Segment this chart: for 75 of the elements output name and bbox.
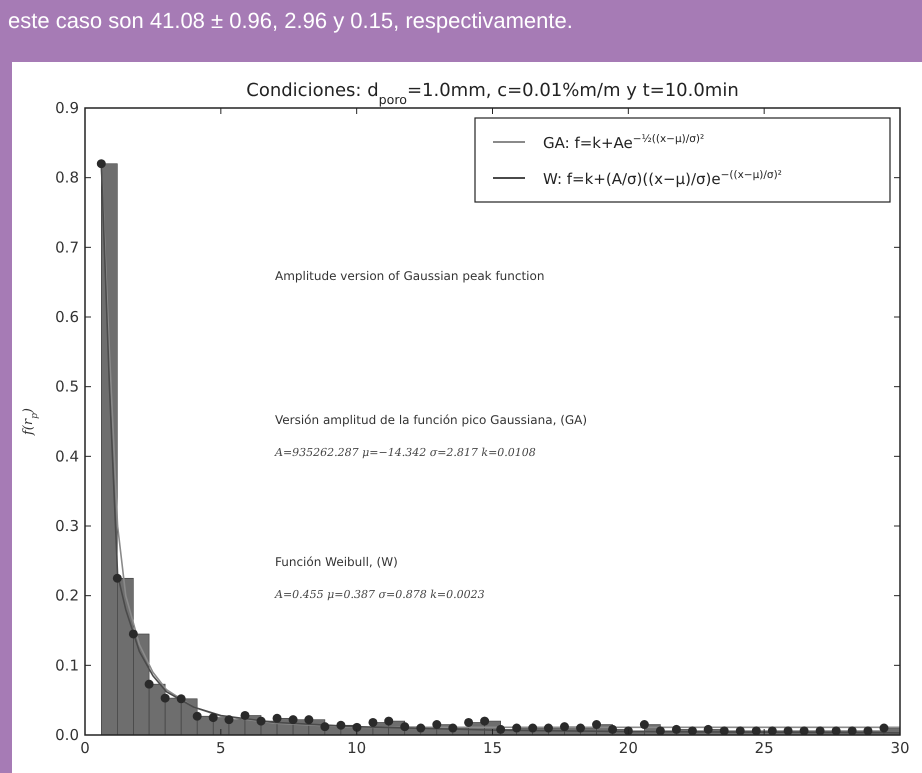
point bbox=[96, 159, 106, 168]
point bbox=[496, 724, 506, 734]
y-tick-label: 0.6 bbox=[55, 308, 79, 326]
point bbox=[816, 726, 825, 736]
point bbox=[256, 716, 266, 726]
point bbox=[512, 724, 522, 733]
point bbox=[592, 720, 602, 730]
point bbox=[720, 726, 729, 736]
x-tick-label: 30 bbox=[890, 739, 910, 757]
point bbox=[832, 726, 841, 736]
y-tick-label: 0.1 bbox=[55, 656, 79, 674]
point bbox=[224, 715, 234, 724]
annotation: Amplitude version of Gaussian peak function bbox=[275, 269, 544, 283]
point bbox=[879, 724, 888, 733]
point bbox=[240, 710, 250, 720]
point bbox=[448, 724, 458, 733]
point bbox=[144, 680, 154, 689]
chart-title: Condiciones: d$_{poro}$=1.0mm, c=0.01%m/m y t=10.0min bbox=[246, 80, 739, 106]
x-tick-label: 5 bbox=[216, 739, 226, 757]
point bbox=[800, 726, 809, 736]
annotation: Versión amplitud de la función pico Gaussiana, (GA) bbox=[275, 413, 588, 427]
y-tick-label: 0.8 bbox=[55, 168, 79, 187]
x-tick-label: 15 bbox=[482, 739, 502, 757]
point bbox=[384, 716, 394, 726]
point bbox=[288, 715, 298, 724]
point bbox=[336, 720, 346, 730]
point bbox=[128, 629, 138, 638]
x-tick-label: 0 bbox=[80, 739, 90, 757]
legend-label: W: f=k+(A/σ)((x−μ)/σ)e$^{−((x−μ)/σ)²}$ bbox=[543, 169, 782, 188]
legend-label: GA: f=k+Ae$^{−½((x−μ)/σ)²}$ bbox=[543, 133, 704, 152]
x-tick-label: 10 bbox=[347, 739, 366, 757]
point bbox=[176, 694, 186, 704]
point bbox=[768, 726, 777, 736]
point bbox=[112, 574, 122, 583]
point bbox=[432, 720, 442, 730]
point bbox=[576, 724, 586, 733]
annotation: Función Weibull, (W) bbox=[275, 555, 398, 569]
y-tick-label: 0.3 bbox=[55, 517, 79, 535]
point bbox=[272, 714, 282, 723]
x-tick-label: 25 bbox=[754, 739, 774, 757]
point bbox=[320, 722, 330, 732]
point bbox=[784, 726, 793, 736]
point bbox=[160, 694, 170, 703]
text: este caso son 41.08 ± 0.96, 2.96 y 0.15, respectivamente. bbox=[8, 8, 573, 33]
point bbox=[480, 716, 490, 726]
point bbox=[640, 720, 649, 730]
point bbox=[704, 724, 713, 734]
y-tick-label: 0.2 bbox=[55, 586, 79, 605]
point bbox=[736, 726, 745, 736]
point bbox=[368, 718, 378, 727]
point bbox=[544, 724, 553, 733]
point bbox=[208, 713, 218, 722]
point bbox=[352, 722, 362, 732]
point bbox=[400, 722, 410, 732]
y-tick-label: 0.5 bbox=[55, 378, 79, 396]
point bbox=[528, 724, 538, 733]
point bbox=[672, 724, 681, 734]
point bbox=[304, 715, 314, 724]
point bbox=[688, 726, 697, 736]
point bbox=[848, 726, 857, 736]
x-tick-label: 20 bbox=[618, 739, 638, 757]
y-tick-label: 0.7 bbox=[55, 238, 79, 256]
y-tick-label: 0.4 bbox=[55, 447, 79, 466]
point bbox=[464, 718, 474, 727]
annotation: A=935262.287 μ=−14.342 σ=2.817 k=0.0108 bbox=[274, 446, 536, 459]
annotation: A=0.455 μ=0.387 σ=0.878 k=0.0023 bbox=[274, 588, 485, 601]
point bbox=[608, 724, 618, 734]
point bbox=[656, 726, 665, 736]
point bbox=[192, 712, 202, 721]
point bbox=[416, 724, 426, 733]
point bbox=[752, 726, 761, 736]
point bbox=[863, 726, 872, 736]
y-tick-label: 0.0 bbox=[55, 726, 79, 744]
y-tick-label: 0.9 bbox=[55, 99, 79, 117]
point bbox=[560, 722, 569, 732]
